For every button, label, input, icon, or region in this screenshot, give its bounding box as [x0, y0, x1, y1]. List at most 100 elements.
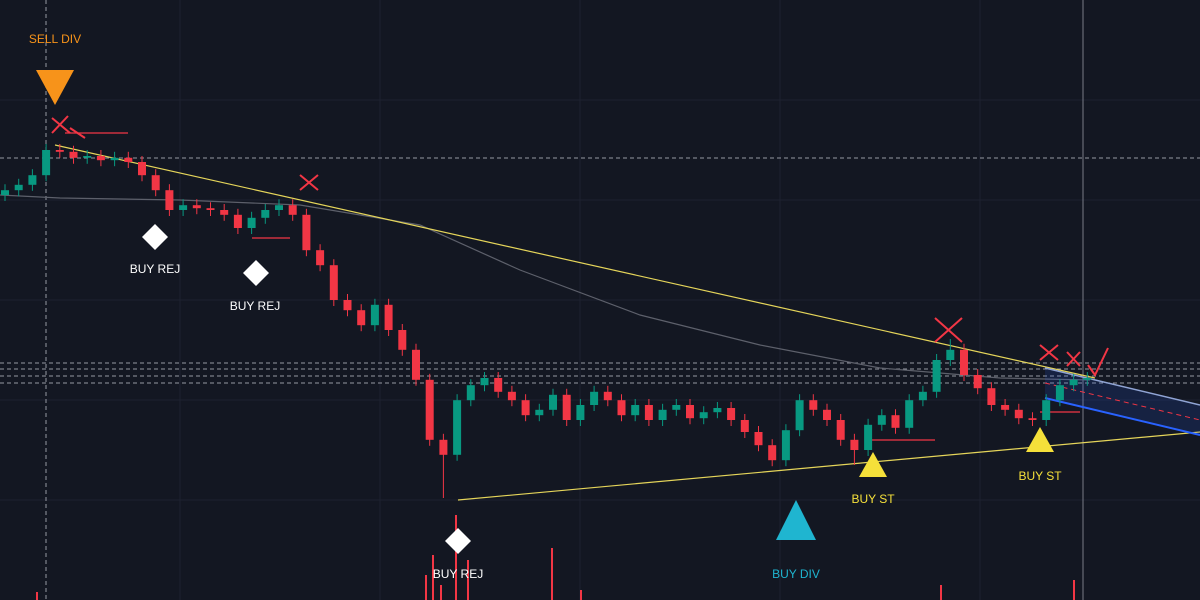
candle-body [617, 400, 626, 416]
candle-body [631, 405, 640, 416]
candle-body [55, 150, 64, 152]
signal-label: BUY REJ [130, 262, 180, 276]
candle-body [275, 205, 283, 210]
cross-marks [51, 115, 1109, 377]
candle-body [699, 412, 708, 419]
candle-body [1028, 418, 1037, 420]
candle-body [329, 265, 338, 300]
candle-body [425, 379, 434, 440]
candle-body [206, 208, 215, 210]
candle-body [165, 190, 174, 210]
candle-body [644, 405, 653, 420]
signal-label: BUY DIV [772, 567, 820, 581]
candle-body [439, 439, 448, 455]
candle-body [1014, 409, 1023, 419]
candle-body [233, 214, 242, 228]
candle-body [1001, 405, 1010, 410]
candle-body [809, 400, 818, 410]
candle-body [1, 190, 9, 195]
buy-st-signal [1026, 427, 1054, 452]
candle-body [357, 310, 366, 326]
candle-body [590, 391, 599, 405]
candle-body [494, 378, 503, 392]
signal-label: BUY ST [1018, 469, 1062, 483]
candle-body [247, 217, 256, 228]
channel [1044, 367, 1200, 436]
candle-body [535, 409, 544, 416]
candle-body [453, 400, 462, 455]
candle-body [549, 394, 557, 410]
candle-body [466, 385, 475, 401]
candle-body [836, 420, 845, 440]
candle-body [960, 349, 968, 375]
candle-body [740, 420, 749, 432]
buy-rej-signal [445, 528, 471, 554]
candle-body [288, 205, 297, 215]
buy-st-signal [859, 452, 887, 477]
candle-body [110, 157, 119, 161]
candle-body [179, 205, 188, 210]
candle-body [151, 175, 160, 191]
candle-body [946, 349, 955, 360]
candle-body [713, 408, 722, 413]
candle-body [823, 409, 831, 420]
candle-body [918, 391, 927, 401]
candle-body [1083, 378, 1092, 380]
candle-body [124, 157, 133, 162]
volume [36, 515, 1075, 600]
candle-body [521, 400, 530, 416]
candle-body [576, 405, 585, 420]
buy-div-signal [776, 500, 816, 540]
candle-body [795, 400, 804, 431]
candle-body [370, 304, 379, 326]
candle-body [398, 330, 407, 350]
candle-body [69, 151, 78, 158]
candle-body [96, 156, 105, 161]
trend-line [457, 431, 1200, 501]
signal-label: BUY REJ [433, 567, 483, 581]
candle-body [603, 391, 612, 401]
candle-body [987, 388, 996, 405]
candle-body [973, 375, 982, 389]
signal-label: BUY ST [851, 492, 895, 506]
sell-signal [36, 70, 74, 105]
candle-body [1042, 400, 1051, 420]
candle-body [562, 394, 571, 420]
annotations: SELL DIV BUY REJ BUY REJ BUY REJ BUY ST BUY S… [29, 32, 1062, 581]
buy-rej-signal [142, 224, 168, 250]
candle-body [1069, 379, 1078, 386]
candle-body [850, 439, 859, 450]
candle-body [83, 156, 92, 158]
candle-body [384, 304, 393, 330]
candle-body [864, 424, 873, 450]
candle-body [727, 408, 736, 420]
trend-line [54, 144, 1096, 379]
candle-body [14, 184, 23, 191]
candle-body [412, 349, 420, 380]
candle-body [507, 391, 516, 401]
candle-body [261, 210, 270, 218]
candle-body [1055, 385, 1064, 401]
candle-body [754, 432, 763, 446]
candle-body [781, 430, 790, 461]
candle-body [302, 214, 311, 251]
candle-body [658, 409, 667, 420]
moving-average [0, 194, 1091, 381]
candle-body [343, 300, 352, 311]
candle-body [192, 205, 201, 209]
candle-body [905, 400, 914, 428]
buy-rej-signal [243, 260, 269, 286]
candle-body [932, 360, 941, 392]
candle-body [480, 378, 489, 386]
candle-body [877, 415, 886, 425]
candle-body [138, 162, 146, 176]
signal-label: SELL DIV [29, 32, 81, 46]
candle-body [220, 210, 229, 215]
candle-body [28, 175, 37, 185]
candle-body [672, 405, 681, 410]
signal-label: BUY REJ [230, 299, 280, 313]
candle-body [891, 415, 900, 428]
candle-body [316, 250, 325, 266]
